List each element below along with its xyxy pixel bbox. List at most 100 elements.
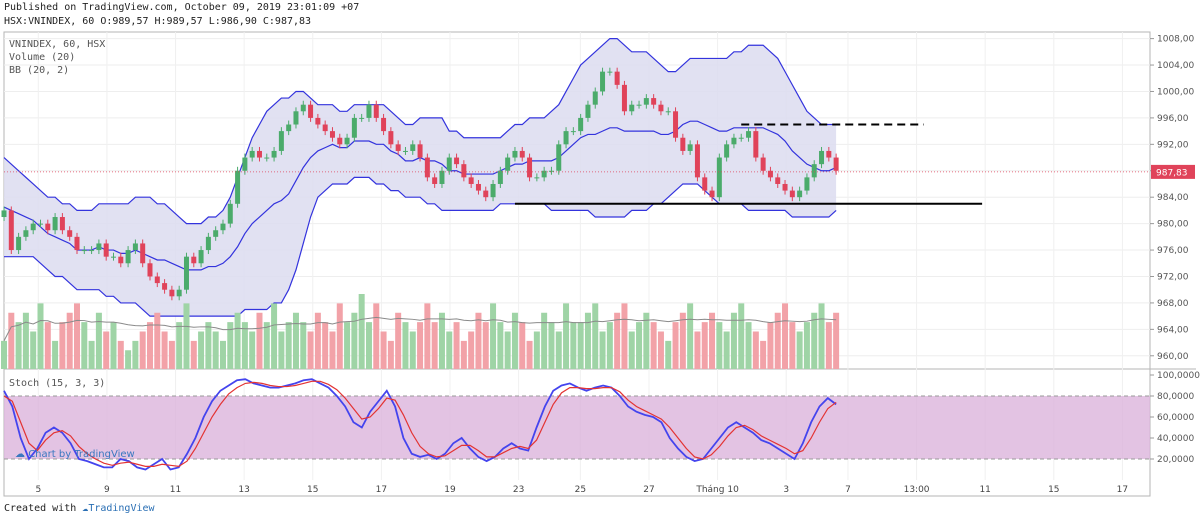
volume-bar [256, 312, 263, 369]
volume-bar [271, 303, 278, 369]
candle-body [67, 230, 73, 237]
candle-body [724, 144, 730, 158]
candle-body [220, 223, 226, 231]
candle-body [658, 104, 664, 112]
candle-body [497, 170, 503, 184]
price-tick-label: 960,00 [1157, 352, 1189, 362]
volume-bar [584, 312, 591, 369]
volume-bar [577, 322, 584, 369]
volume-bar [22, 312, 29, 369]
candle-body [819, 150, 825, 165]
candle-body [74, 236, 80, 251]
last-price-badge [1151, 164, 1195, 179]
volume-bar [73, 303, 80, 369]
candle-body [702, 177, 708, 191]
price-tick-label: 1008,00 [1157, 35, 1194, 45]
volume-bar [687, 303, 694, 369]
candle-body [329, 131, 335, 138]
candle-body [826, 150, 832, 158]
time-tick-label: 15 [1048, 485, 1059, 495]
candle-body [432, 177, 438, 184]
volume-bar [161, 331, 168, 369]
candle-body [767, 170, 773, 178]
candle-body [797, 190, 803, 198]
volume-bar [219, 340, 226, 369]
candle-body [235, 170, 241, 204]
volume-bar [679, 312, 686, 369]
stoch-d-line [3, 380, 837, 467]
candle-body [454, 157, 460, 165]
bb-fill [4, 38, 837, 317]
tradingview-logo-icon: ☁ [82, 503, 89, 514]
time-tick-label: 5 [35, 485, 41, 495]
candle-body [505, 157, 511, 171]
candle-body [775, 177, 781, 184]
volume-bar [789, 322, 796, 369]
price-tick-label: 976,00 [1157, 246, 1189, 256]
bb-upper-line [3, 38, 837, 225]
volume-bar [190, 340, 197, 369]
time-tick-label: 11 [170, 485, 181, 495]
price-tick-label: 996,00 [1157, 114, 1189, 124]
legend-volume[interactable]: Volume (20) [9, 52, 76, 63]
candle-body [125, 250, 131, 264]
candle-body [519, 150, 525, 158]
volume-bar [767, 322, 774, 369]
footer: Created with ☁TradingView [4, 503, 155, 514]
volume-bar [365, 322, 372, 369]
candle-body [621, 84, 627, 112]
volume-bar [183, 303, 190, 369]
volume-bar [132, 340, 139, 369]
stoch-tick-label: 80,0000 [1157, 392, 1194, 402]
price-chart[interactable]: 960,00 964,00 968,00 972,00 976,00 980,00 984,… [0, 0, 1200, 498]
candle-body [366, 104, 372, 118]
candle-body [388, 131, 394, 145]
volume-bar [176, 322, 183, 369]
volume-bar [628, 331, 635, 369]
price-tick-label: 992,00 [1157, 140, 1189, 150]
candle-body [570, 131, 576, 133]
volume-bar [95, 312, 102, 369]
volume-bar [511, 312, 518, 369]
candle-body [183, 256, 189, 290]
volume-bar [738, 303, 745, 369]
candle-body [176, 289, 182, 297]
candle-body [417, 144, 423, 158]
legend-stoch[interactable]: Stoch (15, 3, 3) [9, 378, 106, 389]
volume-bar [453, 322, 460, 369]
volume-bar [811, 312, 818, 369]
candle-body [614, 71, 620, 85]
legend-bb[interactable]: BB (20, 2) [9, 65, 70, 76]
candle-body [89, 250, 95, 252]
candle-body [132, 243, 138, 251]
volume-bar [694, 331, 701, 369]
volume-bar [227, 322, 234, 369]
volume-bar [665, 340, 672, 369]
volume-bar [643, 312, 650, 369]
time-tick-label: Tháng 10 [695, 485, 739, 495]
legend-symbol[interactable]: VNINDEX, 60, HSX [9, 39, 106, 50]
candle-body [600, 71, 606, 92]
candle-body [337, 137, 343, 145]
time-tick-label: 17 [376, 485, 387, 495]
candle-body [395, 144, 401, 151]
candle-body [651, 98, 657, 105]
candle-body [351, 117, 357, 138]
price-tick-label: 1004,00 [1157, 61, 1194, 71]
candle-body [37, 223, 43, 225]
volume-bar [752, 331, 759, 369]
candle-body [322, 124, 328, 132]
time-tick-label: 3 [783, 485, 789, 495]
last-price-marker: 987,83 [4, 164, 1195, 179]
volume-bar [81, 322, 88, 369]
candle-body [147, 263, 153, 277]
volume-bar [497, 322, 504, 369]
volume-bar [526, 340, 533, 369]
candle-body [359, 117, 365, 119]
volume-bars [1, 294, 840, 369]
volume-bar [599, 331, 606, 369]
volume-bar [636, 322, 643, 369]
candle-body [52, 217, 58, 231]
volume-bar [541, 312, 548, 369]
candle-body [804, 177, 810, 191]
